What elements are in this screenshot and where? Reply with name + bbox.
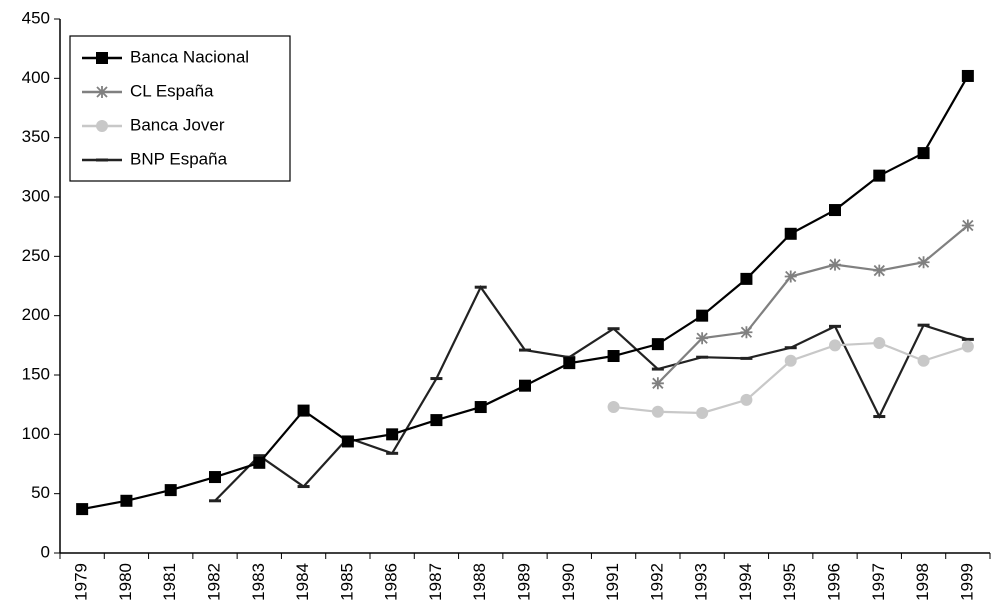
marker — [873, 169, 886, 182]
x-tick-label: 1983 — [249, 563, 268, 601]
x-tick-label: 1993 — [692, 563, 711, 601]
y-tick-label: 0 — [41, 542, 50, 561]
x-tick-label: 1997 — [869, 563, 888, 601]
y-tick-label: 50 — [31, 483, 50, 502]
marker — [651, 405, 664, 418]
y-tick-label: 100 — [22, 424, 50, 443]
marker — [740, 393, 753, 406]
x-tick-label: 1984 — [293, 563, 312, 601]
marker — [474, 401, 487, 414]
marker — [297, 404, 310, 417]
x-tick-label: 1987 — [426, 563, 445, 601]
marker — [253, 456, 266, 469]
series-line — [613, 341, 969, 415]
x-tick-label: 1995 — [780, 563, 799, 601]
marker — [96, 52, 108, 64]
marker — [164, 484, 177, 497]
marker — [784, 270, 797, 283]
marker — [873, 336, 886, 349]
x-tick-label: 1998 — [913, 563, 932, 601]
marker — [873, 264, 886, 277]
x-tick-label: 1985 — [337, 563, 356, 601]
marker — [917, 354, 930, 367]
marker — [209, 471, 221, 484]
marker — [917, 147, 930, 160]
x-tick-label: 1986 — [382, 563, 401, 601]
marker — [696, 332, 709, 345]
legend-label: Banca Jover — [130, 115, 225, 134]
marker — [961, 69, 974, 82]
marker — [563, 357, 576, 370]
marker — [961, 219, 974, 232]
series-line — [657, 224, 969, 385]
legend-label: BNP España — [130, 149, 228, 168]
marker — [740, 326, 753, 339]
x-tick-label: 1989 — [514, 563, 533, 601]
x-tick-label: 1979 — [72, 563, 91, 601]
x-tick-label: 1988 — [470, 563, 489, 601]
y-tick-label: 400 — [22, 68, 50, 87]
marker — [341, 435, 354, 448]
x-tick-label: 1982 — [204, 563, 223, 601]
marker — [961, 340, 974, 353]
series-line — [214, 285, 969, 502]
marker — [96, 120, 108, 132]
marker — [784, 227, 797, 240]
marker — [696, 309, 709, 322]
marker — [696, 406, 709, 419]
marker — [607, 401, 620, 414]
y-tick-label: 200 — [22, 305, 50, 324]
y-tick-label: 300 — [22, 186, 50, 205]
marker — [917, 256, 930, 269]
marker — [829, 258, 841, 271]
y-tick-label: 450 — [22, 8, 50, 27]
marker — [784, 354, 797, 367]
marker — [519, 379, 531, 392]
marker — [607, 350, 620, 363]
marker — [76, 503, 89, 516]
x-tick-label: 1992 — [647, 563, 666, 601]
marker — [651, 377, 664, 390]
legend-label: CL España — [130, 81, 214, 100]
y-tick-label: 250 — [22, 246, 50, 265]
marker — [829, 339, 841, 352]
x-tick-label: 1990 — [559, 563, 578, 601]
marker — [829, 204, 841, 217]
marker — [430, 414, 443, 427]
marker — [740, 272, 753, 285]
x-tick-label: 1980 — [116, 563, 135, 601]
x-tick-label: 1996 — [824, 563, 843, 601]
x-tick-label: 1981 — [160, 563, 179, 601]
marker — [120, 494, 133, 507]
x-tick-label: 1999 — [957, 563, 976, 601]
x-tick-label: 1991 — [603, 563, 622, 601]
legend-label: Banca Nacional — [130, 47, 249, 66]
marker — [386, 428, 399, 441]
x-tick-label: 1994 — [736, 563, 755, 601]
y-tick-label: 350 — [22, 127, 50, 146]
marker — [651, 338, 664, 351]
legend: Banca Nacional CL España Banca Jover BNP Es… — [69, 35, 291, 182]
marker — [96, 86, 108, 98]
y-tick-label: 150 — [22, 364, 50, 383]
